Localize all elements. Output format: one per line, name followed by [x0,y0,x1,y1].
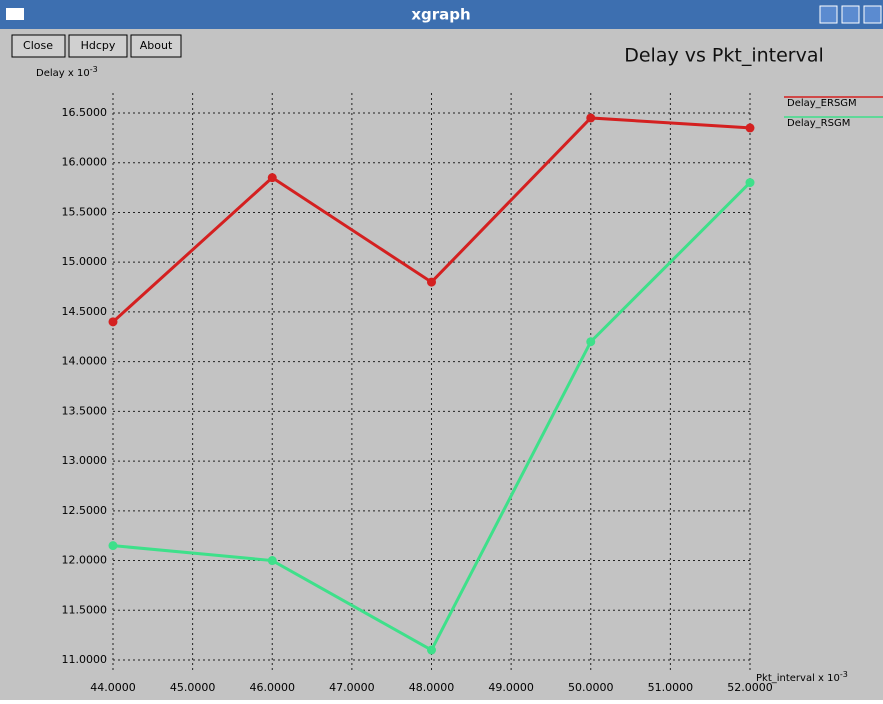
x-tick-label: 45.0000 [170,681,216,694]
data-point [267,556,277,566]
x-tick-label: 47.0000 [329,681,375,694]
data-point [745,178,755,188]
x-tick-label: 50.0000 [568,681,614,694]
maximize-button[interactable] [841,5,860,24]
y-tick-label: 16.0000 [62,156,108,169]
button-label: Hdcpy [81,39,116,52]
y-label-text: Delay x 10 [36,68,90,79]
x-label-exponent: -3 [840,670,848,679]
data-point [427,645,436,655]
y-tick-label: 12.0000 [62,554,108,567]
title-bar [0,0,883,29]
data-point [108,541,118,551]
x-label-text: Pkt_interval x 10 [756,673,840,684]
close-button[interactable]: Close [11,34,66,58]
y-tick-label: 15.0000 [62,255,108,268]
data-point [745,123,755,133]
about-button[interactable]: About [130,34,182,58]
y-tick-label: 14.0000 [62,355,108,368]
x-tick-label: 48.0000 [409,681,455,694]
x-tick-label: 46.0000 [250,681,296,694]
button-label: About [140,39,173,52]
data-point [586,337,596,347]
y-tick-label: 16.5000 [62,106,108,119]
legend-label: Delay_ERSGM [787,98,857,109]
chart-title: Delay vs Pkt_interval [624,45,824,67]
y-label-exponent: -3 [90,65,98,74]
x-tick-label: 49.0000 [488,681,534,694]
data-point [108,317,118,327]
data-point [586,113,596,123]
x-tick-label: 51.0000 [648,681,694,694]
y-tick-label: 14.5000 [62,305,108,318]
hdcpy-button[interactable]: Hdcpy [68,34,128,58]
window-title: xgraph [411,6,470,24]
y-tick-label: 11.5000 [62,603,108,616]
y-tick-label: 13.0000 [62,454,108,467]
button-label: Close [23,39,53,52]
x-tick-label: 52.0000 [727,681,773,694]
close-window-button[interactable] [863,5,882,24]
y-tick-label: 12.5000 [62,504,108,517]
y-tick-label: 13.5000 [62,404,108,417]
y-axis-label: Delay x 10-3 [36,65,98,80]
data-point [427,277,436,287]
window-menu-icon[interactable] [6,8,24,20]
x-axis-label: Pkt_interval x 10-3 [756,670,848,685]
y-tick-label: 11.0000 [62,653,108,666]
y-tick-label: 15.5000 [62,205,108,218]
legend-label: Delay_RSGM [787,118,850,129]
data-point [267,173,277,183]
minimize-button[interactable] [819,5,838,24]
x-tick-label: 44.0000 [90,681,136,694]
